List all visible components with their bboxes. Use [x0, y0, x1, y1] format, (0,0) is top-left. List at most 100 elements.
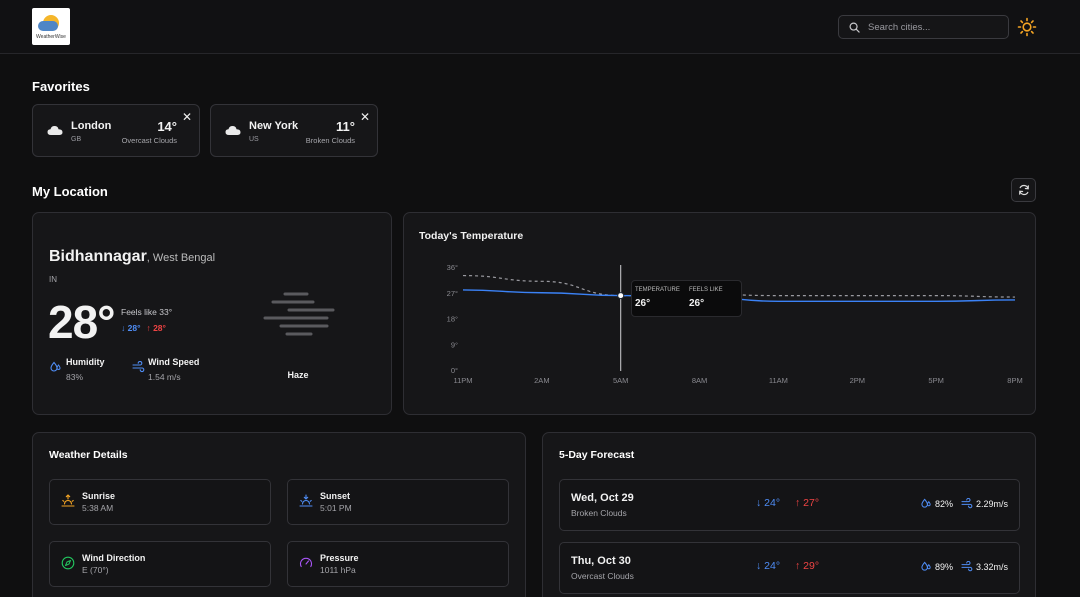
forecast-humidity-value: 82% [935, 498, 954, 509]
forecast-min: ↓ 24° [756, 497, 781, 509]
sunset-detail: Sunset 5:01 PM [287, 479, 509, 525]
gauge-icon [300, 557, 312, 568]
wind-direction-value: E (70°) [82, 565, 109, 575]
favorite-desc: Overcast Clouds [121, 136, 177, 145]
logo-cloud-icon [38, 21, 58, 31]
favorite-desc: Broken Clouds [305, 136, 355, 145]
search-icon [849, 22, 860, 33]
x-tick-label: 2PM [850, 376, 865, 385]
sunset-value: 5:01 PM [320, 503, 352, 513]
favorites-title: Favorites [32, 79, 90, 94]
y-tick-label: 9° [451, 340, 458, 349]
x-tick-label: 8PM [1007, 376, 1022, 385]
location-city: Bidhannagar, West Bengal [49, 248, 215, 266]
location-country: IN [49, 275, 57, 284]
forecast-max: ↑ 29° [795, 560, 820, 572]
forecast-day: Thu, Oct 30 [571, 555, 631, 567]
search-box[interactable] [838, 15, 1009, 39]
cloud-icon [47, 126, 63, 135]
humidity-icon [50, 361, 61, 372]
favorite-city: London [71, 120, 112, 132]
pressure-detail: Pressure 1011 hPa [287, 541, 509, 587]
current-weather-panel: Bidhannagar, West Bengal IN 28° Feels li… [32, 212, 392, 415]
x-tick-label: 5AM [613, 376, 628, 385]
humidity-icon [921, 561, 931, 571]
app-logo[interactable]: WeatherWise [32, 8, 70, 45]
forecast-humidity: 89% [921, 561, 953, 572]
forecast-humidity-value: 89% [935, 561, 954, 572]
forecast-wind: 2.29m/s [961, 498, 1008, 509]
refresh-button[interactable] [1011, 178, 1036, 202]
weather-details-title: Weather Details [49, 449, 128, 461]
forecast-desc: Broken Clouds [571, 508, 627, 518]
forecast-day: Wed, Oct 29 [571, 492, 634, 504]
favorite-temp: 14° [157, 119, 177, 134]
active-point [617, 292, 625, 300]
min-temp: ↓ 28° [121, 323, 141, 333]
forecast-row[interactable]: Wed, Oct 29 Broken Clouds ↓ 24° ↑ 27° 82… [559, 479, 1020, 531]
search-input[interactable] [868, 21, 998, 33]
current-temperature: 28° [48, 296, 116, 348]
chart-title: Today's Temperature [419, 230, 524, 242]
favorite-country: US [249, 136, 259, 143]
humidity-label: Humidity [66, 357, 105, 367]
forecast-row[interactable]: Thu, Oct 30 Overcast Clouds ↓ 24° ↑ 29° … [559, 542, 1020, 594]
y-tick-label: 36° [447, 263, 458, 272]
pressure-label: Pressure [320, 553, 359, 563]
forecast-title: 5-Day Forecast [559, 449, 635, 461]
weather-condition: Haze [287, 370, 309, 380]
remove-favorite-close-icon[interactable]: ✕ [359, 110, 370, 124]
forecast-wind-value: 2.29m/s [976, 498, 1009, 509]
tooltip-temp-value: 26° [635, 298, 651, 309]
wind-icon [961, 498, 973, 509]
remove-favorite-close-icon[interactable]: ✕ [181, 110, 192, 124]
forecast-humidity: 82% [921, 498, 953, 509]
forecast-panel: 5-Day Forecast Wed, Oct 29 Broken Clouds… [542, 432, 1036, 597]
x-tick-label: 11PM [453, 376, 472, 385]
weather-details-panel: Weather Details Sunrise 5:38 AM Sunset 5… [32, 432, 526, 597]
sunrise-icon [61, 494, 75, 507]
favorite-city: New York [249, 120, 299, 132]
wind-direction-label: Wind Direction [82, 553, 146, 563]
sunset-label: Sunset [320, 491, 351, 501]
forecast-wind: 3.32m/s [961, 561, 1008, 572]
logo-text: WeatherWise [36, 34, 66, 40]
pressure-value: 1011 hPa [320, 565, 356, 575]
favorite-card-new-york[interactable]: New York US 11° Broken Clouds ✕ [210, 104, 378, 157]
y-tick-label: 18° [447, 315, 458, 324]
y-tick-label: 27° [447, 289, 458, 298]
tooltip-temp-label: TEMPERATURE [635, 287, 680, 293]
x-tick-label: 2AM [534, 376, 549, 385]
x-tick-label: 5PM [928, 376, 943, 385]
location-state: , West Bengal [146, 252, 216, 264]
x-tick-label: 11AM [769, 376, 788, 385]
favorite-country: GB [71, 136, 82, 143]
forecast-max: ↑ 27° [795, 497, 820, 509]
location-city-name: Bidhannagar [49, 248, 147, 265]
tooltip-feels-label: FEELS LIKE [689, 287, 723, 293]
min-max-temp: ↓ 28° ↑ 28° [121, 323, 166, 333]
cloud-icon [225, 126, 241, 135]
my-location-title: My Location [32, 184, 108, 199]
sunrise-label: Sunrise [82, 491, 116, 501]
y-tick-label: 0° [451, 366, 458, 375]
today-temperature-panel: Today's Temperature 0° 9° 18° 27° 36° 11PM 2AM… [403, 212, 1036, 415]
refresh-icon [1018, 184, 1029, 196]
wind-direction-detail: Wind Direction E (70°) [49, 541, 271, 587]
feels-like: Feels like 33° [121, 307, 173, 317]
sun-theme-toggle-icon[interactable] [1017, 17, 1037, 37]
favorite-card-london[interactable]: London GB 14° Overcast Clouds ✕ [32, 104, 200, 157]
wind-icon [132, 361, 145, 373]
wind-speed-label: Wind Speed [148, 357, 200, 367]
humidity-icon [921, 498, 931, 508]
sunrise-value: 5:38 AM [82, 503, 114, 513]
favorite-temp: 11° [336, 119, 355, 134]
humidity-value: 83% [66, 372, 84, 382]
forecast-desc: Overcast Clouds [571, 571, 634, 581]
chart-tooltip: TEMPERATURE 26° FEELS LIKE 26° [631, 280, 742, 317]
header: WeatherWise [0, 0, 1080, 54]
max-temp: ↑ 28° [146, 323, 166, 333]
forecast-wind-value: 3.32m/s [976, 561, 1009, 572]
wind-speed-value: 1.54 m/s [148, 372, 181, 382]
tooltip-feels-value: 26° [689, 298, 705, 309]
